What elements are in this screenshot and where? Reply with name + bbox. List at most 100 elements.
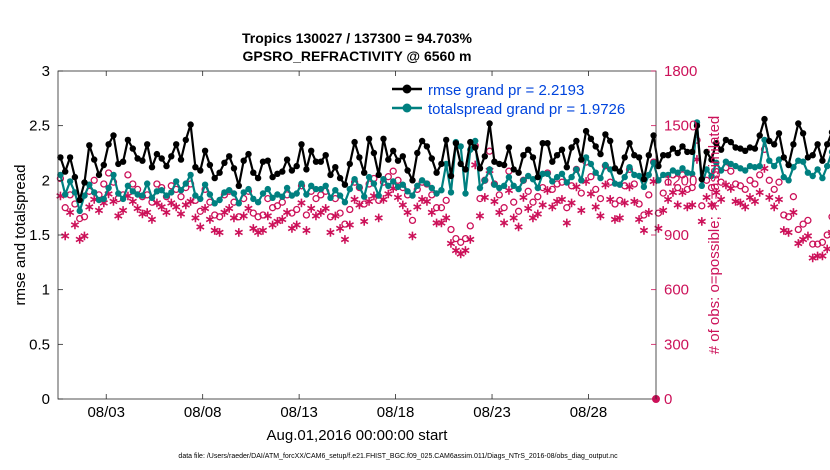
rmse-point <box>631 152 638 159</box>
totalspread-point <box>192 192 199 199</box>
totalspread-point <box>124 182 132 189</box>
possible-obs-point <box>616 196 624 205</box>
assimilated-obs-point: ∗ <box>677 184 688 199</box>
rmse-point <box>746 144 754 151</box>
assimilated-obs-point: ∗ <box>431 215 442 230</box>
assimilated-obs-point: ∗ <box>730 193 741 208</box>
totalspread-point <box>727 160 734 168</box>
totalspread-point <box>703 166 710 173</box>
x-tick-label: 08/13 <box>280 404 318 421</box>
possible-obs-point <box>688 183 696 192</box>
totalspread-point <box>698 182 705 189</box>
rmse-point <box>824 141 830 148</box>
assimilated-obs-point: ∗ <box>248 221 259 236</box>
rmse-point <box>785 161 792 169</box>
possible-obs-point <box>630 180 638 188</box>
totalspread-point <box>380 176 387 183</box>
possible-obs-point <box>461 234 470 243</box>
rmse-point <box>775 130 783 137</box>
possible-obs-point <box>457 238 465 246</box>
totalspread-point <box>206 191 214 198</box>
assimilated-obs-point: ∗ <box>778 223 789 238</box>
totalspread-point <box>163 192 170 199</box>
rmse-point <box>365 135 373 142</box>
assimilated-obs-point: ∗ <box>330 208 341 223</box>
totalspread-point <box>616 181 623 188</box>
rmse-point <box>708 156 715 163</box>
totalspread-point <box>187 171 194 179</box>
possible-obs-point <box>90 176 98 184</box>
totalspread-point <box>375 192 382 199</box>
y-left-tick-label: 0.5 <box>29 336 50 353</box>
rmse-point <box>71 173 79 181</box>
assimilated-obs-point: ∗ <box>827 224 830 239</box>
assimilated-obs-point: ∗ <box>74 232 85 247</box>
rmse-point <box>558 146 566 153</box>
rmse-point <box>61 168 69 175</box>
totalspread-point <box>119 195 127 203</box>
totalspread-point <box>293 190 300 197</box>
totalspread-point <box>635 172 643 180</box>
possible-obs-point <box>587 173 595 181</box>
assimilated-obs-point: ∗ <box>687 197 698 212</box>
y-right-tick-label: 1500 <box>664 118 697 135</box>
rmse-point <box>578 156 585 163</box>
assimilated-obs-point: ∗ <box>706 197 717 212</box>
possible-obs-point <box>828 213 830 220</box>
totalspread-point <box>491 181 498 188</box>
assimilated-obs-point: ∗ <box>663 192 674 207</box>
rmse-point <box>124 136 132 144</box>
assimilated-obs-point: ∗ <box>605 192 616 207</box>
totalspread-point <box>602 161 609 169</box>
y-right-tick-label: 300 <box>664 336 689 353</box>
assimilated-obs-point: ∗ <box>127 193 138 208</box>
rmse-point <box>809 152 816 159</box>
totalspread-point <box>472 137 479 145</box>
totalspread-point <box>795 157 802 164</box>
totalspread-point <box>664 171 672 179</box>
rmse-point <box>115 160 122 168</box>
rmse-point <box>737 145 744 152</box>
totalspread-point <box>168 189 175 196</box>
legend: rmse grand pr = 2.2193 totalspread grand… <box>392 82 625 118</box>
possible-obs-point <box>442 196 450 205</box>
possible-obs-point <box>611 200 619 208</box>
totalspread-point <box>312 185 320 193</box>
totalspread-point <box>332 187 339 194</box>
rmse-point <box>110 132 117 139</box>
assimilated-obs-point: ∗ <box>393 190 404 205</box>
possible-obs-point <box>273 202 282 210</box>
totalspread-point <box>197 195 204 203</box>
possible-obs-point <box>326 213 335 221</box>
assimilated-obs-point: ∗ <box>436 215 447 230</box>
possible-obs-point <box>563 204 571 212</box>
possible-obs-point <box>485 147 494 155</box>
assimilated-obs-point: ∗ <box>624 179 635 194</box>
totalspread-point <box>462 190 469 197</box>
totalspread-point <box>751 164 759 171</box>
possible-obs-point <box>389 167 397 175</box>
y-left-tick-label: 0 <box>42 391 50 408</box>
assimilated-obs-point: ∗ <box>788 204 799 219</box>
totalspread-point <box>708 172 715 180</box>
rmse-point <box>447 172 455 180</box>
rmse-point <box>679 143 686 150</box>
x-tick-label: 08/28 <box>570 404 608 421</box>
totalspread-point <box>274 191 281 198</box>
assimilated-obs-point: ∗ <box>817 248 828 263</box>
totalspread-point <box>283 184 291 192</box>
assimilated-obs-point: ∗ <box>807 250 818 265</box>
totalspread-point <box>515 185 522 193</box>
rmse-point <box>602 131 609 138</box>
rmse-point <box>486 120 493 127</box>
assimilated-obs-point: ∗ <box>441 210 452 225</box>
rmse-point <box>283 156 291 163</box>
possible-obs-point <box>804 216 812 225</box>
possible-obs-point <box>100 180 108 188</box>
totalspread-point <box>679 165 686 172</box>
rmse-point <box>799 130 807 137</box>
rmse-point <box>751 145 759 152</box>
assimilated-obs-point: ∗ <box>667 184 678 199</box>
assimilated-obs-point: ∗ <box>759 161 770 176</box>
possible-obs-point <box>717 178 725 186</box>
